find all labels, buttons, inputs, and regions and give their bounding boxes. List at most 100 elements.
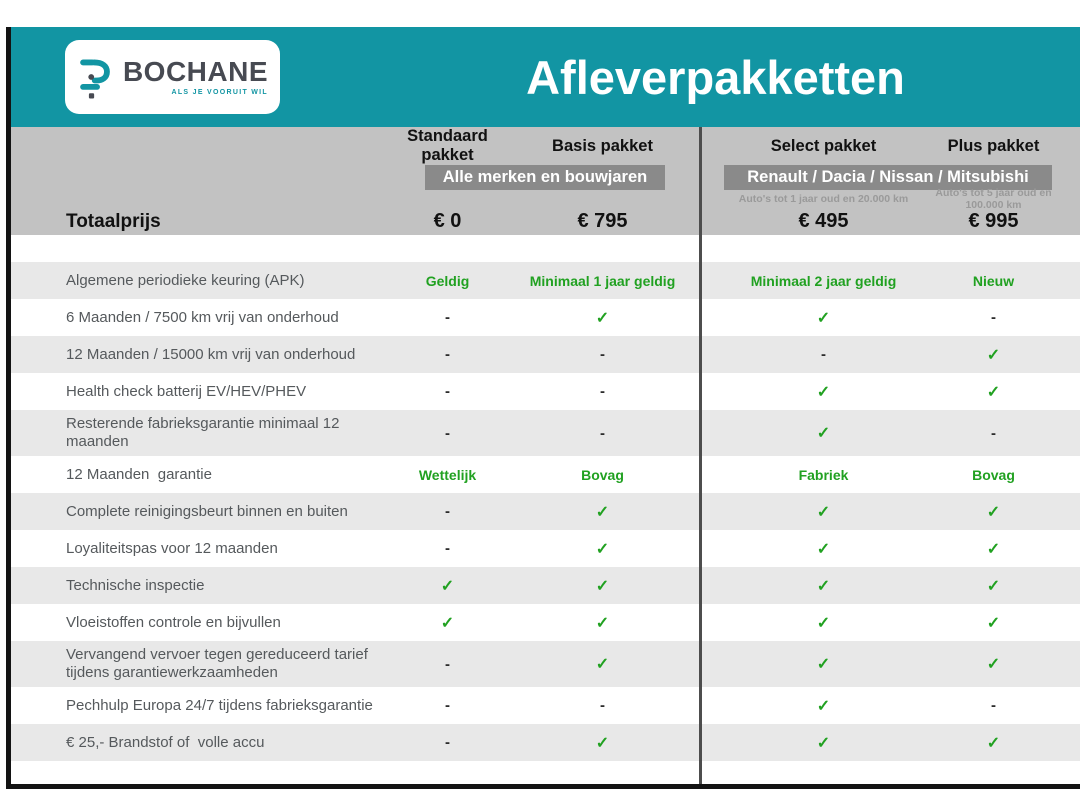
check-icon: ✓ bbox=[595, 503, 610, 521]
dash-mark: - bbox=[600, 424, 605, 442]
page-header: BOCHANE ALS JE VOORUIT WIL Afleverpakket… bbox=[11, 27, 1080, 127]
table-row: Pechhulp Europa 24/7 tijdens fabrieksgar… bbox=[11, 687, 1080, 724]
check-icon: ✓ bbox=[816, 577, 831, 595]
dash-mark: - bbox=[600, 346, 605, 363]
brands-banner-right: Renault / Dacia / Nissan / Mitsubishi bbox=[724, 165, 1052, 190]
feature-label: € 25,- Brandstof of volle accu bbox=[66, 733, 265, 751]
feature-value: Nieuw bbox=[972, 272, 1015, 289]
dash-mark: - bbox=[445, 503, 450, 520]
price-standaard: € 0 bbox=[433, 210, 462, 232]
column-header-plus: Plus pakket bbox=[947, 136, 1040, 155]
feature-value: Fabriek bbox=[798, 466, 849, 483]
table-row: Resterende fabrieksgarantie minimaal 12 … bbox=[11, 410, 1080, 456]
table-row: Health check batterij EV/HEV/PHEV - - ✓ ✓ bbox=[11, 373, 1080, 410]
dash-mark: - bbox=[821, 346, 826, 363]
check-icon: ✓ bbox=[986, 346, 1001, 364]
check-icon: ✓ bbox=[816, 540, 831, 558]
table-row: Vloeistoffen controle en bijvullen ✓ ✓ ✓ ✓ bbox=[11, 604, 1080, 641]
price-select: € 495 bbox=[798, 210, 849, 232]
package-comparison-sheet: BOCHANE ALS JE VOORUIT WIL Afleverpakket… bbox=[11, 27, 1080, 761]
check-icon: ✓ bbox=[986, 614, 1001, 632]
feature-label: Loyaliteitspas voor 12 maanden bbox=[66, 539, 278, 557]
feature-label: 12 Maanden garantie bbox=[66, 465, 212, 483]
feature-label: Algemene periodieke keuring (APK) bbox=[66, 271, 305, 289]
dash-mark: - bbox=[445, 540, 450, 557]
price-plus: € 995 bbox=[968, 210, 1019, 232]
brand-name: BOCHANE bbox=[122, 56, 268, 87]
check-icon: ✓ bbox=[816, 425, 831, 442]
dash-mark: - bbox=[600, 697, 605, 714]
check-icon: ✓ bbox=[595, 577, 610, 595]
dash-mark: - bbox=[445, 383, 450, 400]
check-icon: ✓ bbox=[986, 540, 1001, 558]
column-header-select: Select pakket bbox=[770, 136, 877, 155]
table-row: Complete reinigingsbeurt binnen en buite… bbox=[11, 493, 1080, 530]
check-icon: ✓ bbox=[816, 656, 831, 673]
check-icon: ✓ bbox=[440, 577, 455, 595]
check-icon: ✓ bbox=[595, 309, 610, 327]
check-icon: ✓ bbox=[986, 656, 1001, 673]
column-header-standaard: Standaard pakket bbox=[407, 127, 488, 164]
check-icon: ✓ bbox=[816, 503, 831, 521]
feature-label: Vervangend vervoer tegen gereduceerd tar… bbox=[66, 646, 368, 681]
table-row: Vervangend vervoer tegen gereduceerd tar… bbox=[11, 641, 1080, 687]
feature-value: Bovag bbox=[581, 466, 624, 483]
brand-tagline: ALS JE VOORUIT WIL bbox=[171, 89, 268, 96]
table-row: Algemene periodieke keuring (APK) Geldig M… bbox=[11, 262, 1080, 299]
check-icon: ✓ bbox=[440, 614, 455, 632]
check-icon: ✓ bbox=[595, 734, 610, 752]
check-icon: ✓ bbox=[816, 734, 831, 752]
price-basis: € 795 bbox=[577, 210, 628, 232]
logo-text: BOCHANE ALS JE VOORUIT WIL bbox=[122, 56, 268, 97]
feature-label: Technische inspectie bbox=[66, 576, 205, 594]
feature-label: Pechhulp Europa 24/7 tijdens fabrieksgar… bbox=[66, 696, 373, 714]
feature-label: Resterende fabrieksgarantie minimaal 12 … bbox=[66, 415, 344, 450]
feature-value: Wettelijk bbox=[418, 466, 477, 483]
dash-mark: - bbox=[991, 309, 996, 326]
feature-value: Bovag bbox=[972, 466, 1015, 483]
check-icon: ✓ bbox=[816, 614, 831, 632]
check-icon: ✓ bbox=[986, 503, 1001, 521]
check-icon: ✓ bbox=[816, 383, 831, 401]
total-price-label: Totaalprijs bbox=[66, 210, 161, 232]
check-icon: ✓ bbox=[986, 383, 1001, 401]
dash-mark: - bbox=[445, 424, 450, 442]
column-subtext-plus: Auto's tot 5 jaar oud en 100.000 km bbox=[935, 187, 1052, 211]
column-subtext-select: Auto's tot 1 jaar oud en 20.000 km bbox=[738, 193, 909, 205]
dash-mark: - bbox=[991, 424, 996, 442]
feature-value: Minimaal 2 jaar geldig bbox=[750, 272, 897, 289]
check-icon: ✓ bbox=[595, 656, 610, 673]
bottom-border-line bbox=[6, 784, 1080, 789]
dash-mark: - bbox=[445, 346, 450, 363]
column-divider-line bbox=[699, 127, 702, 784]
dash-mark: - bbox=[445, 309, 450, 326]
table-header-band: Standaard pakket Basis pakket Select pak… bbox=[11, 127, 1080, 235]
dash-mark: - bbox=[445, 734, 450, 751]
feature-label: 12 Maanden / 15000 km vrij van onderhoud bbox=[66, 345, 356, 363]
brands-banner-left: Alle merken en bouwjaren bbox=[425, 165, 665, 190]
check-icon: ✓ bbox=[816, 697, 831, 715]
page-title: Afleverpakketten bbox=[526, 50, 905, 104]
table-row: € 25,- Brandstof of volle accu - ✓ ✓ ✓ bbox=[11, 724, 1080, 761]
check-icon: ✓ bbox=[986, 577, 1001, 595]
spacer bbox=[11, 235, 1080, 262]
bochane-logo: BOCHANE ALS JE VOORUIT WIL bbox=[65, 40, 280, 114]
check-icon: ✓ bbox=[595, 540, 610, 558]
feature-label: Complete reinigingsbeurt binnen en buite… bbox=[66, 502, 348, 520]
check-icon: ✓ bbox=[595, 614, 610, 632]
bochane-logo-icon bbox=[80, 59, 110, 99]
feature-label: 6 Maanden / 7500 km vrij van onderhoud bbox=[66, 308, 339, 326]
table-row: 12 Maanden garantie Wettelijk Bovag Fabriek… bbox=[11, 456, 1080, 493]
feature-value: Minimaal 1 jaar geldig bbox=[529, 272, 676, 289]
feature-value: Geldig bbox=[425, 272, 470, 289]
left-border-line bbox=[6, 27, 11, 784]
check-icon: ✓ bbox=[986, 734, 1001, 752]
table-row: 12 Maanden / 15000 km vrij van onderhoud… bbox=[11, 336, 1080, 373]
feature-label: Health check batterij EV/HEV/PHEV bbox=[66, 382, 307, 400]
dash-mark: - bbox=[600, 383, 605, 400]
table-row: Loyaliteitspas voor 12 maanden - ✓ ✓ ✓ bbox=[11, 530, 1080, 567]
feature-label: Vloeistoffen controle en bijvullen bbox=[66, 613, 281, 631]
dash-mark: - bbox=[991, 697, 996, 714]
feature-table-body: Algemene periodieke keuring (APK) Geldig M… bbox=[11, 262, 1080, 761]
table-row: Technische inspectie ✓ ✓ ✓ ✓ bbox=[11, 567, 1080, 604]
